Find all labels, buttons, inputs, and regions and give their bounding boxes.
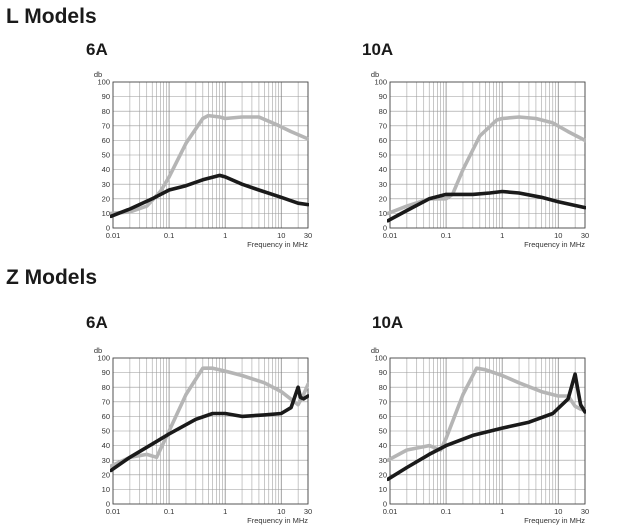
y-tick-label: 90	[102, 368, 110, 377]
y-tick-label: 70	[379, 397, 387, 406]
x-tick-label: 1	[223, 231, 227, 240]
x-tick-label: 1	[500, 507, 504, 516]
y-tick-label: 30	[379, 456, 387, 465]
chart-title-z-6a: 6A	[86, 313, 108, 332]
x-tick-label: 30	[581, 231, 589, 240]
x-axis-label: Frequency in MHz	[524, 240, 585, 249]
chart-z-10a: 0 10 20 30 40 50 60 70 80 90 100 0.01 0.1 1 10 30 db Freq…	[371, 346, 589, 525]
series-line-black	[387, 372, 586, 481]
x-tick-label: 0.1	[164, 507, 174, 516]
y-tick-label: 50	[379, 427, 387, 436]
y-tick-label: 0	[106, 500, 110, 509]
y-tick-label: 40	[379, 441, 387, 450]
y-tick-label: 80	[102, 107, 110, 116]
y-tick-label: 60	[102, 412, 110, 421]
y-tick-label: 100	[374, 78, 387, 87]
y-tick-label: 80	[102, 383, 110, 392]
y-tick-label: 90	[379, 92, 387, 101]
x-axis-label: Frequency in MHz	[524, 516, 585, 525]
y-tick-label: 30	[102, 180, 110, 189]
y-tick-label: 70	[102, 397, 110, 406]
y-tick-label: 100	[97, 354, 110, 363]
y-tick-label: 50	[102, 427, 110, 436]
plot-frame	[112, 357, 309, 505]
x-tick-label: 10	[277, 507, 285, 516]
series-line-black	[110, 173, 309, 219]
x-tick-label: 10	[554, 231, 562, 240]
y-tick-label: 10	[102, 209, 110, 218]
y-axis-label: db	[371, 346, 379, 355]
y-tick-label: 90	[102, 92, 110, 101]
chart-z-6a: 0 10 20 30 40 50 60 70 80 90 100 0.01 0.1 1 10 30 db Freq…	[94, 346, 312, 525]
series-group	[387, 115, 586, 223]
y-tick-label: 30	[379, 180, 387, 189]
x-tick-label: 0.1	[441, 507, 451, 516]
y-tick-label: 0	[383, 500, 387, 509]
x-tick-label: 0.01	[383, 507, 398, 516]
x-tick-label: 30	[304, 231, 312, 240]
x-axis-label: Frequency in MHz	[247, 240, 308, 249]
y-tick-label: 10	[102, 485, 110, 494]
y-tick-label: 60	[379, 136, 387, 145]
y-axis-label: db	[371, 70, 379, 79]
y-tick-label: 10	[379, 485, 387, 494]
y-axis-label: db	[94, 70, 102, 79]
y-tick-label: 60	[102, 136, 110, 145]
x-tick-label: 1	[223, 507, 227, 516]
series-line-grey	[387, 366, 586, 462]
x-tick-label: 1	[500, 231, 504, 240]
y-tick-label: 20	[102, 194, 110, 203]
y-tick-label: 80	[379, 107, 387, 116]
chart-title-z-10a: 10A	[372, 313, 404, 332]
series-group	[387, 366, 586, 481]
y-tick-label: 70	[102, 121, 110, 130]
x-axis-label: Frequency in MHz	[247, 516, 308, 525]
x-tick-label: 30	[304, 507, 312, 516]
y-tick-label: 20	[379, 470, 387, 479]
y-tick-label: 80	[379, 383, 387, 392]
series-group	[110, 113, 309, 219]
series-line-black	[110, 385, 309, 473]
x-tick-label: 0.01	[106, 507, 121, 516]
y-tick-label: 20	[102, 470, 110, 479]
x-tick-label: 0.1	[441, 231, 451, 240]
x-tick-label: 0.1	[164, 231, 174, 240]
series-line-grey	[110, 113, 309, 216]
y-tick-label: 30	[102, 456, 110, 465]
section-title-z-models: Z Models	[6, 266, 98, 289]
y-tick-label: 90	[379, 368, 387, 377]
y-tick-label: 100	[374, 354, 387, 363]
section-title-l-models: L Models	[6, 5, 97, 28]
y-tick-label: 0	[106, 224, 110, 233]
chart-title-l-10a: 10A	[362, 40, 394, 59]
series-group	[110, 366, 309, 473]
y-axis-label: db	[94, 346, 102, 355]
y-tick-label: 50	[102, 151, 110, 160]
series-line-black	[387, 189, 586, 223]
y-tick-label: 60	[379, 412, 387, 421]
x-tick-label: 10	[277, 231, 285, 240]
y-tick-label: 0	[383, 224, 387, 233]
x-tick-label: 0.01	[383, 231, 398, 240]
plot-frame	[389, 81, 586, 229]
y-tick-label: 20	[379, 194, 387, 203]
y-tick-label: 70	[379, 121, 387, 130]
y-tick-label: 40	[102, 441, 110, 450]
y-tick-label: 100	[97, 78, 110, 87]
x-tick-label: 10	[554, 507, 562, 516]
y-tick-label: 40	[102, 165, 110, 174]
chart-l-10a: 0 10 20 30 40 50 60 70 80 90 100 0.01 0.1 1 10 30 db Freq…	[371, 70, 589, 249]
x-tick-label: 30	[581, 507, 589, 516]
y-tick-label: 40	[379, 165, 387, 174]
chart-l-6a: 0 10 20 30 40 50 60 70 80 90 100 0.01 0.1 1 10 30 db Freq…	[94, 70, 312, 249]
plot-frame	[112, 81, 309, 229]
x-tick-label: 0.01	[106, 231, 121, 240]
chart-title-l-6a: 6A	[86, 40, 108, 59]
plot-frame	[389, 357, 586, 505]
y-tick-label: 50	[379, 151, 387, 160]
y-tick-label: 10	[379, 209, 387, 218]
